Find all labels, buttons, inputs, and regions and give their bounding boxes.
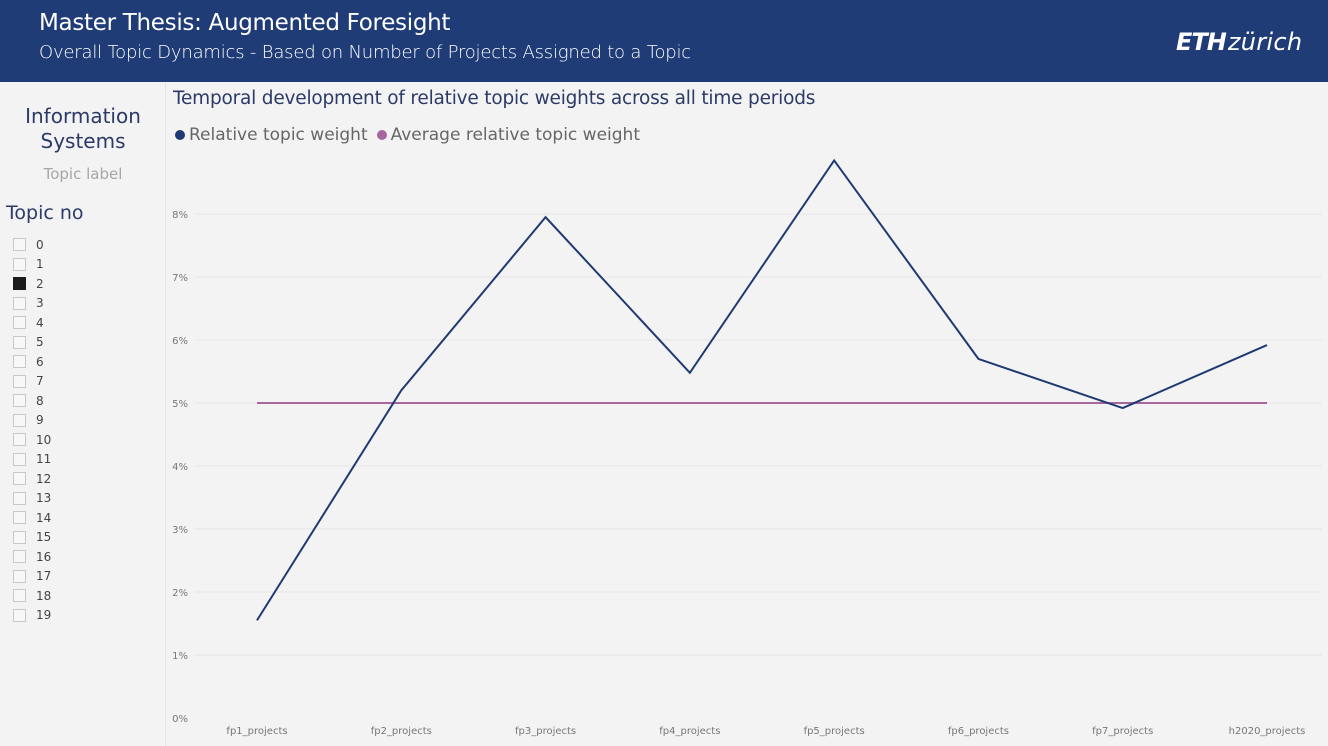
checkbox[interactable] xyxy=(13,452,26,466)
topic-slicer-item[interactable]: 3 xyxy=(13,294,51,314)
checkbox[interactable] xyxy=(13,589,26,603)
topic-slicer-title: Topic no xyxy=(6,202,84,224)
series-line-relative-weight xyxy=(256,158,1268,621)
topic-slicer-item-label: 11 xyxy=(36,452,52,467)
topic-slicer: 0 1 2 3 4 5 6 7 8 9 10 11 12 13 14 15 16 17 18 19 xyxy=(13,235,51,625)
y-tick-label: 0% xyxy=(172,714,188,725)
topic-slicer-item[interactable]: 10 xyxy=(13,430,51,450)
topic-slicer-item[interactable]: 17 xyxy=(13,567,51,587)
x-tick-label: fp5_projects xyxy=(804,726,865,737)
topic-slicer-item[interactable]: 19 xyxy=(13,606,51,626)
checkbox[interactable] xyxy=(13,433,26,447)
topic-slicer-item[interactable]: 12 xyxy=(13,469,51,489)
topic-slicer-item-label: 19 xyxy=(36,608,52,623)
checkbox[interactable] xyxy=(13,491,26,505)
checkbox[interactable] xyxy=(13,413,26,427)
topic-slicer-item-label: 14 xyxy=(36,510,52,525)
topic-slicer-item-label: 0 xyxy=(36,237,44,252)
topic-slicer-item-label: 15 xyxy=(36,530,52,545)
topic-slicer-item[interactable]: 4 xyxy=(13,313,51,333)
topic-slicer-item-label: 3 xyxy=(36,296,44,311)
y-tick-label: 2% xyxy=(172,588,188,599)
topic-slicer-item-label: 4 xyxy=(36,315,44,330)
topic-slicer-item[interactable]: 1 xyxy=(13,255,51,275)
checkbox[interactable] xyxy=(13,550,26,564)
topic-slicer-item-label: 13 xyxy=(36,491,52,506)
y-tick-label: 5% xyxy=(172,399,188,410)
y-tick-label: 6% xyxy=(172,336,188,347)
eth-zurich-logo: ETHzürich xyxy=(1176,28,1302,56)
topic-slicer-item[interactable]: 9 xyxy=(13,411,51,431)
legend-marker-relative-weight xyxy=(175,130,185,140)
topic-slicer-item-label: 12 xyxy=(36,471,52,486)
logo-zurich-text: zürich xyxy=(1227,28,1303,56)
legend-item-relative-weight[interactable]: Relative topic weight xyxy=(175,125,368,145)
report-title: Master Thesis: Augmented Foresight xyxy=(39,10,451,36)
topic-slicer-item[interactable]: 6 xyxy=(13,352,51,372)
chart-title: Temporal development of relative topic w… xyxy=(173,88,816,109)
checkbox[interactable] xyxy=(13,335,26,349)
logo-eth-text: ETH xyxy=(1176,28,1227,56)
legend-label-average-weight: Average relative topic weight xyxy=(390,125,640,145)
topic-slicer-item-label: 1 xyxy=(36,257,44,272)
checkbox[interactable] xyxy=(13,316,26,330)
topic-slicer-item-label: 16 xyxy=(36,549,52,564)
topic-slicer-item[interactable]: 16 xyxy=(13,547,51,567)
topic-slicer-item-label: 6 xyxy=(36,354,44,369)
checkbox[interactable] xyxy=(13,238,26,252)
legend-item-average-weight[interactable]: Average relative topic weight xyxy=(376,125,640,145)
report-header: Master Thesis: Augmented Foresight Overa… xyxy=(0,0,1328,82)
y-tick-label: 8% xyxy=(172,210,188,221)
topic-slicer-item[interactable]: 8 xyxy=(13,391,51,411)
checkbox[interactable] xyxy=(13,530,26,544)
topic-slicer-item-label: 7 xyxy=(36,374,44,389)
checkbox[interactable] xyxy=(13,374,26,388)
x-tick-label: fp4_projects xyxy=(659,726,720,737)
chart-legend: Relative topic weight Average relative t… xyxy=(175,125,649,145)
topic-slicer-item-label: 2 xyxy=(36,276,44,291)
checkbox[interactable] xyxy=(13,394,26,408)
topic-slicer-item-label: 5 xyxy=(36,335,44,350)
x-tick-label: h2020_projects xyxy=(1229,726,1306,737)
checkbox[interactable] xyxy=(13,472,26,486)
y-tick-label: 1% xyxy=(172,651,188,662)
topic-slicer-item[interactable]: 15 xyxy=(13,528,51,548)
checkbox[interactable] xyxy=(13,608,26,622)
y-tick-label: 3% xyxy=(172,525,188,536)
topic-slicer-item[interactable]: 13 xyxy=(13,489,51,509)
checkbox[interactable] xyxy=(13,569,26,583)
topic-slicer-item[interactable]: 7 xyxy=(13,372,51,392)
topic-slicer-item[interactable]: 14 xyxy=(13,508,51,528)
x-tick-label: fp6_projects xyxy=(948,726,1009,737)
topic-slicer-item[interactable]: 5 xyxy=(13,333,51,353)
y-tick-label: 4% xyxy=(172,462,188,473)
topic-slicer-item[interactable]: 18 xyxy=(13,586,51,606)
topic-label-card: Information Systems xyxy=(25,104,141,153)
topic-slicer-item-label: 18 xyxy=(36,588,52,603)
report-subtitle: Overall Topic Dynamics - Based on Number… xyxy=(39,42,692,63)
x-tick-label: fp1_projects xyxy=(226,726,287,737)
checkbox[interactable] xyxy=(13,296,26,310)
topic-slicer-item[interactable]: 0 xyxy=(13,235,51,255)
x-tick-label: fp3_projects xyxy=(515,726,576,737)
x-tick-label: fp2_projects xyxy=(371,726,432,737)
topic-slicer-item-label: 9 xyxy=(36,413,44,428)
sidebar: Information Systems Topic label Topic no… xyxy=(0,82,166,746)
legend-label-relative-weight: Relative topic weight xyxy=(189,125,368,145)
checkbox[interactable] xyxy=(13,355,26,369)
checkbox[interactable] xyxy=(13,511,26,525)
topic-label-caption: Topic label xyxy=(43,165,123,183)
checkbox[interactable] xyxy=(13,257,26,271)
x-tick-label: fp7_projects xyxy=(1092,726,1153,737)
legend-marker-average-weight xyxy=(376,130,387,140)
topic-slicer-item[interactable]: 2 xyxy=(13,274,51,294)
topic-slicer-item-label: 17 xyxy=(36,569,52,584)
topic-slicer-item[interactable]: 11 xyxy=(13,450,51,470)
y-tick-label: 7% xyxy=(172,273,188,284)
topic-slicer-item-label: 8 xyxy=(36,393,44,408)
checkbox[interactable] xyxy=(13,277,26,291)
topic-slicer-item-label: 10 xyxy=(36,432,52,447)
